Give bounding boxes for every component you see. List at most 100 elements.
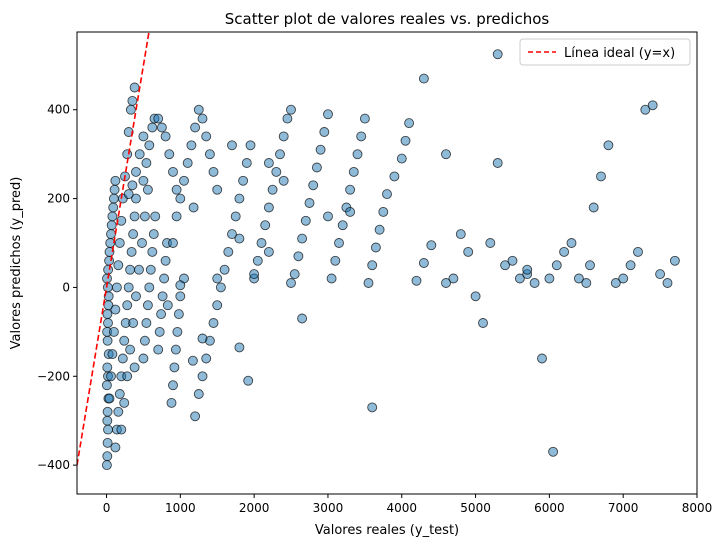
scatter-point — [103, 424, 113, 435]
legend-ideal-line-label: Línea ideal (y=x) — [564, 46, 675, 61]
scatter-point — [263, 158, 274, 168]
scatter-point — [263, 246, 274, 257]
scatter-point — [263, 202, 274, 213]
scatter-point — [138, 131, 149, 142]
scatter-point — [304, 198, 315, 208]
scatter-point — [234, 193, 245, 204]
scatter-point — [238, 175, 249, 186]
scatter-point — [300, 215, 311, 226]
x-axis-label: Valores reales (y_test) — [315, 523, 459, 538]
scatter-point — [128, 229, 139, 240]
scatter-point — [308, 180, 319, 191]
scatter-point — [348, 166, 359, 177]
x-tick-label: 7000 — [608, 501, 639, 515]
scatter-point — [411, 275, 422, 286]
scatter-point — [625, 260, 636, 271]
ideal-line — [77, 32, 150, 466]
chart-title: Scatter plot de valores reales vs. predi… — [225, 10, 550, 28]
scatter-point — [389, 171, 400, 182]
scatter-point — [267, 184, 278, 195]
scatter-point — [122, 300, 133, 311]
scatter-point — [370, 242, 381, 253]
scatter-point — [186, 140, 197, 151]
scatter-point — [125, 264, 136, 275]
scatter-point — [334, 238, 344, 248]
y-axis: −400 −200 0 200 400 — [37, 103, 77, 472]
scatter-point — [144, 282, 155, 293]
scatter-point — [110, 175, 121, 186]
scatter-point — [249, 269, 260, 280]
scatter-point — [142, 300, 153, 311]
scatter-point — [119, 397, 130, 408]
y-tick-label: 400 — [47, 103, 70, 117]
scatter-point — [164, 149, 175, 160]
scatter-point — [588, 202, 599, 213]
scatter-point — [171, 184, 182, 195]
scatter-point — [559, 246, 570, 257]
scatter-point — [123, 282, 134, 293]
x-tick-label: 2000 — [239, 501, 270, 515]
scatter-point — [134, 264, 144, 275]
ideal-line-layer — [77, 32, 150, 466]
scatter-point — [102, 362, 113, 373]
scatter-point — [102, 406, 113, 417]
scatter-point — [166, 397, 177, 408]
scatter-point — [418, 73, 429, 84]
scatter-point — [315, 144, 326, 155]
scatter-point — [102, 335, 113, 346]
scatter-point — [114, 389, 125, 399]
x-tick-label: 3000 — [313, 501, 344, 515]
scatter-point — [544, 273, 555, 284]
scatter-point — [252, 255, 263, 266]
scatter-point — [156, 122, 167, 133]
scatter-point — [455, 229, 466, 240]
scatter-point — [114, 238, 125, 248]
scatter-point — [230, 211, 241, 222]
scatter-point — [278, 131, 289, 142]
scatter-point — [404, 118, 415, 129]
scatter-point — [448, 273, 459, 284]
scatter-point — [138, 353, 149, 364]
scatter-point — [150, 211, 161, 222]
scatter-point — [160, 131, 171, 142]
scatter-point — [345, 184, 356, 195]
scatter-point — [522, 264, 533, 275]
scatter-point — [122, 371, 133, 382]
y-tick-label: 0 — [62, 280, 70, 294]
scatter-point — [243, 375, 254, 386]
scatter-point — [102, 437, 113, 448]
scatter-point — [655, 269, 666, 280]
scatter-point — [127, 180, 138, 191]
x-axis: 0 1000 2000 3000 4000 5000 6000 7000 8000 — [103, 494, 712, 515]
scatter-point — [289, 269, 300, 280]
scatter-point — [367, 402, 378, 413]
scatter-point — [208, 166, 219, 177]
scatter-point — [219, 264, 230, 275]
scatter-point — [175, 280, 186, 291]
scatter-point — [147, 122, 158, 133]
scatter-point — [374, 224, 385, 235]
scatter-point — [426, 240, 437, 251]
scatter-point — [215, 282, 226, 293]
scatter-point — [647, 100, 658, 111]
y-tick-label: 200 — [47, 192, 70, 206]
scatter-point — [156, 309, 167, 320]
scatter-point — [227, 140, 237, 151]
scatter-point — [153, 113, 164, 124]
scatter-point — [134, 149, 145, 160]
scatter-point — [640, 104, 651, 115]
scatter-point — [108, 202, 119, 213]
scatter-point — [234, 233, 245, 244]
scatter-point — [514, 273, 525, 284]
plot-area — [76, 31, 698, 495]
scatter-point — [345, 206, 356, 217]
y-tick-label: −400 — [37, 458, 70, 472]
scatter-point — [197, 113, 208, 124]
scatter-point — [537, 353, 547, 364]
scatter-point — [188, 202, 199, 213]
scatter-point — [297, 233, 308, 244]
legend-box — [519, 38, 691, 66]
scatter-point — [463, 246, 474, 257]
x-tick-label: 4000 — [386, 501, 417, 515]
scatter-point — [148, 229, 159, 240]
